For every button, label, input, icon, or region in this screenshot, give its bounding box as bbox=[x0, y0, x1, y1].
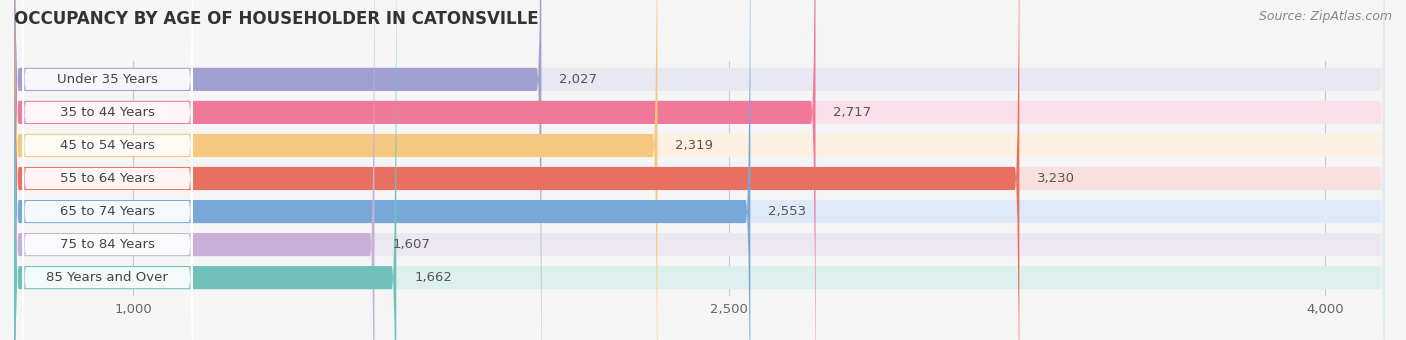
Text: 75 to 84 Years: 75 to 84 Years bbox=[60, 238, 155, 251]
FancyBboxPatch shape bbox=[14, 0, 1385, 340]
FancyBboxPatch shape bbox=[14, 0, 1385, 340]
Text: 1,662: 1,662 bbox=[415, 271, 453, 284]
FancyBboxPatch shape bbox=[22, 0, 193, 340]
Text: 2,717: 2,717 bbox=[834, 106, 872, 119]
FancyBboxPatch shape bbox=[14, 0, 541, 340]
Text: 35 to 44 Years: 35 to 44 Years bbox=[60, 106, 155, 119]
FancyBboxPatch shape bbox=[22, 0, 193, 340]
FancyBboxPatch shape bbox=[22, 0, 193, 340]
FancyBboxPatch shape bbox=[22, 0, 193, 340]
FancyBboxPatch shape bbox=[14, 0, 658, 340]
FancyBboxPatch shape bbox=[14, 0, 815, 340]
FancyBboxPatch shape bbox=[14, 0, 751, 340]
Text: 45 to 54 Years: 45 to 54 Years bbox=[60, 139, 155, 152]
Text: OCCUPANCY BY AGE OF HOUSEHOLDER IN CATONSVILLE: OCCUPANCY BY AGE OF HOUSEHOLDER IN CATON… bbox=[14, 10, 538, 28]
FancyBboxPatch shape bbox=[14, 0, 1385, 340]
FancyBboxPatch shape bbox=[14, 0, 1385, 340]
Text: Under 35 Years: Under 35 Years bbox=[58, 73, 157, 86]
FancyBboxPatch shape bbox=[14, 0, 1385, 340]
Text: 85 Years and Over: 85 Years and Over bbox=[46, 271, 169, 284]
FancyBboxPatch shape bbox=[14, 0, 374, 340]
FancyBboxPatch shape bbox=[14, 0, 396, 340]
FancyBboxPatch shape bbox=[22, 0, 193, 340]
FancyBboxPatch shape bbox=[14, 0, 1385, 340]
FancyBboxPatch shape bbox=[22, 0, 193, 340]
Text: Source: ZipAtlas.com: Source: ZipAtlas.com bbox=[1258, 10, 1392, 23]
FancyBboxPatch shape bbox=[14, 0, 1385, 340]
Text: 1,607: 1,607 bbox=[392, 238, 430, 251]
Text: 2,319: 2,319 bbox=[675, 139, 713, 152]
FancyBboxPatch shape bbox=[22, 0, 193, 340]
Text: 2,027: 2,027 bbox=[560, 73, 598, 86]
Text: 3,230: 3,230 bbox=[1038, 172, 1076, 185]
Text: 2,553: 2,553 bbox=[768, 205, 807, 218]
FancyBboxPatch shape bbox=[14, 0, 1019, 340]
Text: 55 to 64 Years: 55 to 64 Years bbox=[60, 172, 155, 185]
Text: 65 to 74 Years: 65 to 74 Years bbox=[60, 205, 155, 218]
